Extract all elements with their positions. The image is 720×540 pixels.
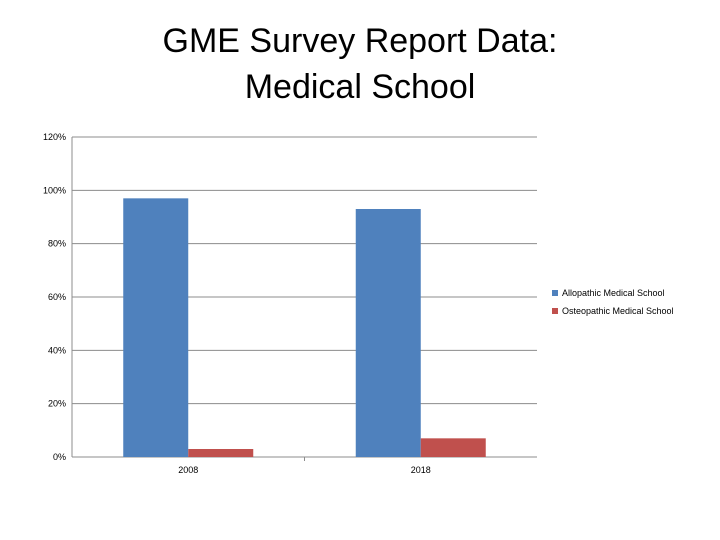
chart-title-line-2: Medical School [244,68,476,106]
x-tick-label: 2018 [411,465,431,475]
legend-swatch [552,290,558,296]
chart-title: GME Survey Report Data: Medical School [0,18,720,110]
legend-label: Osteopathic Medical School [562,306,674,316]
y-tick-label: 100% [43,185,66,195]
y-tick-label: 40% [48,345,66,355]
legend-swatch [552,308,558,314]
y-tick-label: 0% [53,452,66,462]
x-tick-label: 2008 [178,465,198,475]
chart-title-line-1: GME Survey Report Data: [162,22,558,60]
legend-label: Allopathic Medical School [562,288,665,298]
bar-osteopathic-2018 [420,438,486,457]
y-tick-label: 120% [43,132,66,142]
y-tick-label: 80% [48,239,66,249]
y-tick-label: 20% [48,399,66,409]
bar-osteopathic-2008 [188,449,254,457]
y-tick-label: 60% [48,292,66,302]
bar-allopathic-2018 [355,209,421,457]
bar-allopathic-2008 [123,198,189,458]
